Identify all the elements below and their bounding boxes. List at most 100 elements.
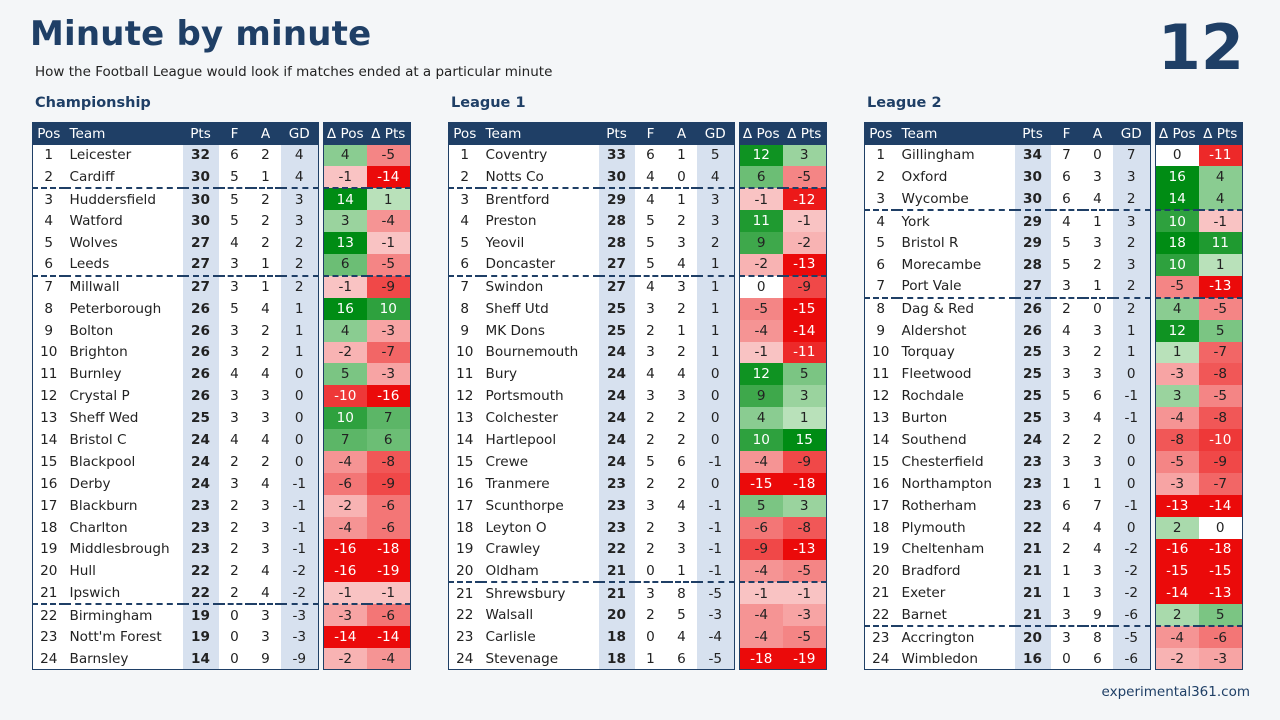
change-row: 14 4 xyxy=(1155,188,1243,212)
table-row: 14 Hartlepool 24 2 2 0 xyxy=(449,429,735,451)
cell-delta-pts: -14 xyxy=(1198,494,1243,517)
cell-goal-difference: 0 xyxy=(1112,516,1151,539)
cell-delta-pos: 12 xyxy=(739,363,783,386)
cell-team: Coventry xyxy=(485,147,548,164)
cell-goal-difference: -1 xyxy=(280,472,319,495)
cell-delta-pts: -13 xyxy=(782,253,827,277)
cell-goals-for: 4 xyxy=(646,366,655,383)
cell-pts: 24 xyxy=(182,429,219,451)
cell-goals-against: 3 xyxy=(261,519,270,536)
cell-pts: 28 xyxy=(1014,253,1051,276)
cell-goals-for: 6 xyxy=(1062,497,1071,514)
change-row: -4 -3 xyxy=(739,604,827,627)
table-row: 4 Preston 28 5 2 3 xyxy=(449,210,735,233)
cell-delta-pos: -2 xyxy=(1155,647,1199,670)
change-row: -8 -10 xyxy=(1155,429,1243,451)
cell-team: Millwall xyxy=(69,279,120,296)
change-row: 6 -5 xyxy=(739,166,827,190)
cell-goals-against: 6 xyxy=(677,453,686,470)
cell-delta-pts: -8 xyxy=(366,450,411,473)
column-header-goals-for: F xyxy=(218,122,251,145)
column-header-pos: Pos xyxy=(864,122,897,145)
change-row: 12 3 xyxy=(739,144,827,167)
cell-delta-pts: -8 xyxy=(782,516,827,539)
cell-goal-difference: 3 xyxy=(696,210,735,233)
cell-pts: 14 xyxy=(182,647,219,670)
table-row: 16 Northampton 23 1 1 0 xyxy=(865,472,1151,495)
cell-delta-pos: 4 xyxy=(1155,297,1199,320)
cell-team: Port Vale xyxy=(896,275,1015,299)
cell-delta-pts: 6 xyxy=(366,429,411,451)
cell-goals-against: 2 xyxy=(677,213,686,230)
cell-delta-pos: -15 xyxy=(1155,560,1199,583)
cell-delta-pts: -12 xyxy=(782,188,827,211)
cell-goal-difference: 4 xyxy=(280,144,319,167)
change-row: -6 -8 xyxy=(739,516,827,539)
cell-goal-difference: -1 xyxy=(696,450,735,473)
cell-goals-for: 2 xyxy=(646,541,655,558)
cell-delta-pts: -6 xyxy=(366,516,411,539)
change-row: -3 -7 xyxy=(1155,472,1243,495)
cell-delta-pos: -5 xyxy=(1155,450,1199,473)
change-table: Δ Pos Δ Pts 0 -11 16 4 14 4 10 -1 18 11 10 1 -5 -13 4 -5 1… xyxy=(1155,122,1243,671)
change-row: 13 -1 xyxy=(323,232,411,254)
cell-goals-for: 2 xyxy=(218,582,251,606)
cell-delta-pos: 9 xyxy=(739,385,783,408)
cell-goals-against: 3 xyxy=(261,607,270,624)
cell-goals-for: 2 xyxy=(1062,432,1071,449)
table-row: 1 Coventry 33 6 1 5 xyxy=(449,144,735,167)
column-header-pos: Pos xyxy=(448,122,481,145)
cell-pos: 1 xyxy=(460,147,470,164)
cell-pts: 28 xyxy=(598,232,635,254)
cell-goal-difference: -1 xyxy=(696,516,735,539)
cell-goal-difference: -1 xyxy=(1112,494,1151,517)
column-header-team: Team xyxy=(480,122,599,145)
credit-link[interactable]: experimental361.com xyxy=(1101,684,1250,700)
table-row: 2 Oxford 30 6 3 3 xyxy=(865,166,1151,189)
cell-goals-against: 1 xyxy=(1082,275,1113,299)
change-row: 10 15 xyxy=(739,429,827,451)
cell-pos: 23 xyxy=(40,629,58,646)
table-row: 16 Derby 24 3 4 -1 xyxy=(33,472,319,495)
cell-goal-difference: -5 xyxy=(1112,626,1151,648)
cell-delta-pts: -5 xyxy=(782,626,827,648)
table-row: 21 Ipswich 22 2 4 -2 xyxy=(32,582,319,606)
cell-goals-against: 1 xyxy=(1093,213,1102,230)
cell-goals-for: 2 xyxy=(646,322,655,339)
change-row: -2 -7 xyxy=(323,341,411,364)
cell-pos: 9 xyxy=(44,322,54,339)
cell-goals-against: 4 xyxy=(261,300,270,317)
table-row: 1 Gillingham 34 7 0 7 xyxy=(865,144,1151,167)
cell-goals-against: 3 xyxy=(261,497,270,514)
cell-goals-for: 3 xyxy=(1050,275,1083,299)
table-row: 12 Portsmouth 24 3 3 0 xyxy=(449,385,735,408)
cell-goals-against: 2 xyxy=(261,344,270,361)
cell-pts: 30 xyxy=(1014,166,1051,189)
cell-pts: 24 xyxy=(1014,429,1051,451)
cell-pos: 4 xyxy=(460,213,470,230)
cell-team: Rotherham xyxy=(901,497,977,514)
cell-goals-for: 2 xyxy=(646,519,655,536)
cell-goals-against: 2 xyxy=(261,191,270,208)
cell-pts: 25 xyxy=(182,407,219,430)
change-row: -4 -14 xyxy=(739,319,827,342)
cell-pts: 18 xyxy=(598,626,635,648)
cell-delta-pts: -9 xyxy=(782,450,827,473)
cell-pos: 20 xyxy=(872,563,890,580)
cell-goals-for: 5 xyxy=(230,191,239,208)
change-row: -2 -6 xyxy=(323,494,411,517)
cell-goals-for: 5 xyxy=(1062,388,1071,405)
cell-pos: 16 xyxy=(872,475,890,492)
cell-goal-difference: 1 xyxy=(280,297,319,320)
cell-pts: 23 xyxy=(182,516,219,539)
cell-team: Southend xyxy=(901,432,967,449)
cell-delta-pos: 6 xyxy=(739,166,783,190)
cell-pts: 32 xyxy=(182,144,219,167)
cell-delta-pts: -9 xyxy=(366,275,411,298)
cell-delta-pts: -19 xyxy=(366,560,411,583)
cell-pts: 26 xyxy=(182,385,219,408)
column-header-team: Team xyxy=(896,122,1015,145)
cell-goal-difference: 5 xyxy=(696,144,735,167)
cell-goals-for: 3 xyxy=(1062,344,1071,361)
